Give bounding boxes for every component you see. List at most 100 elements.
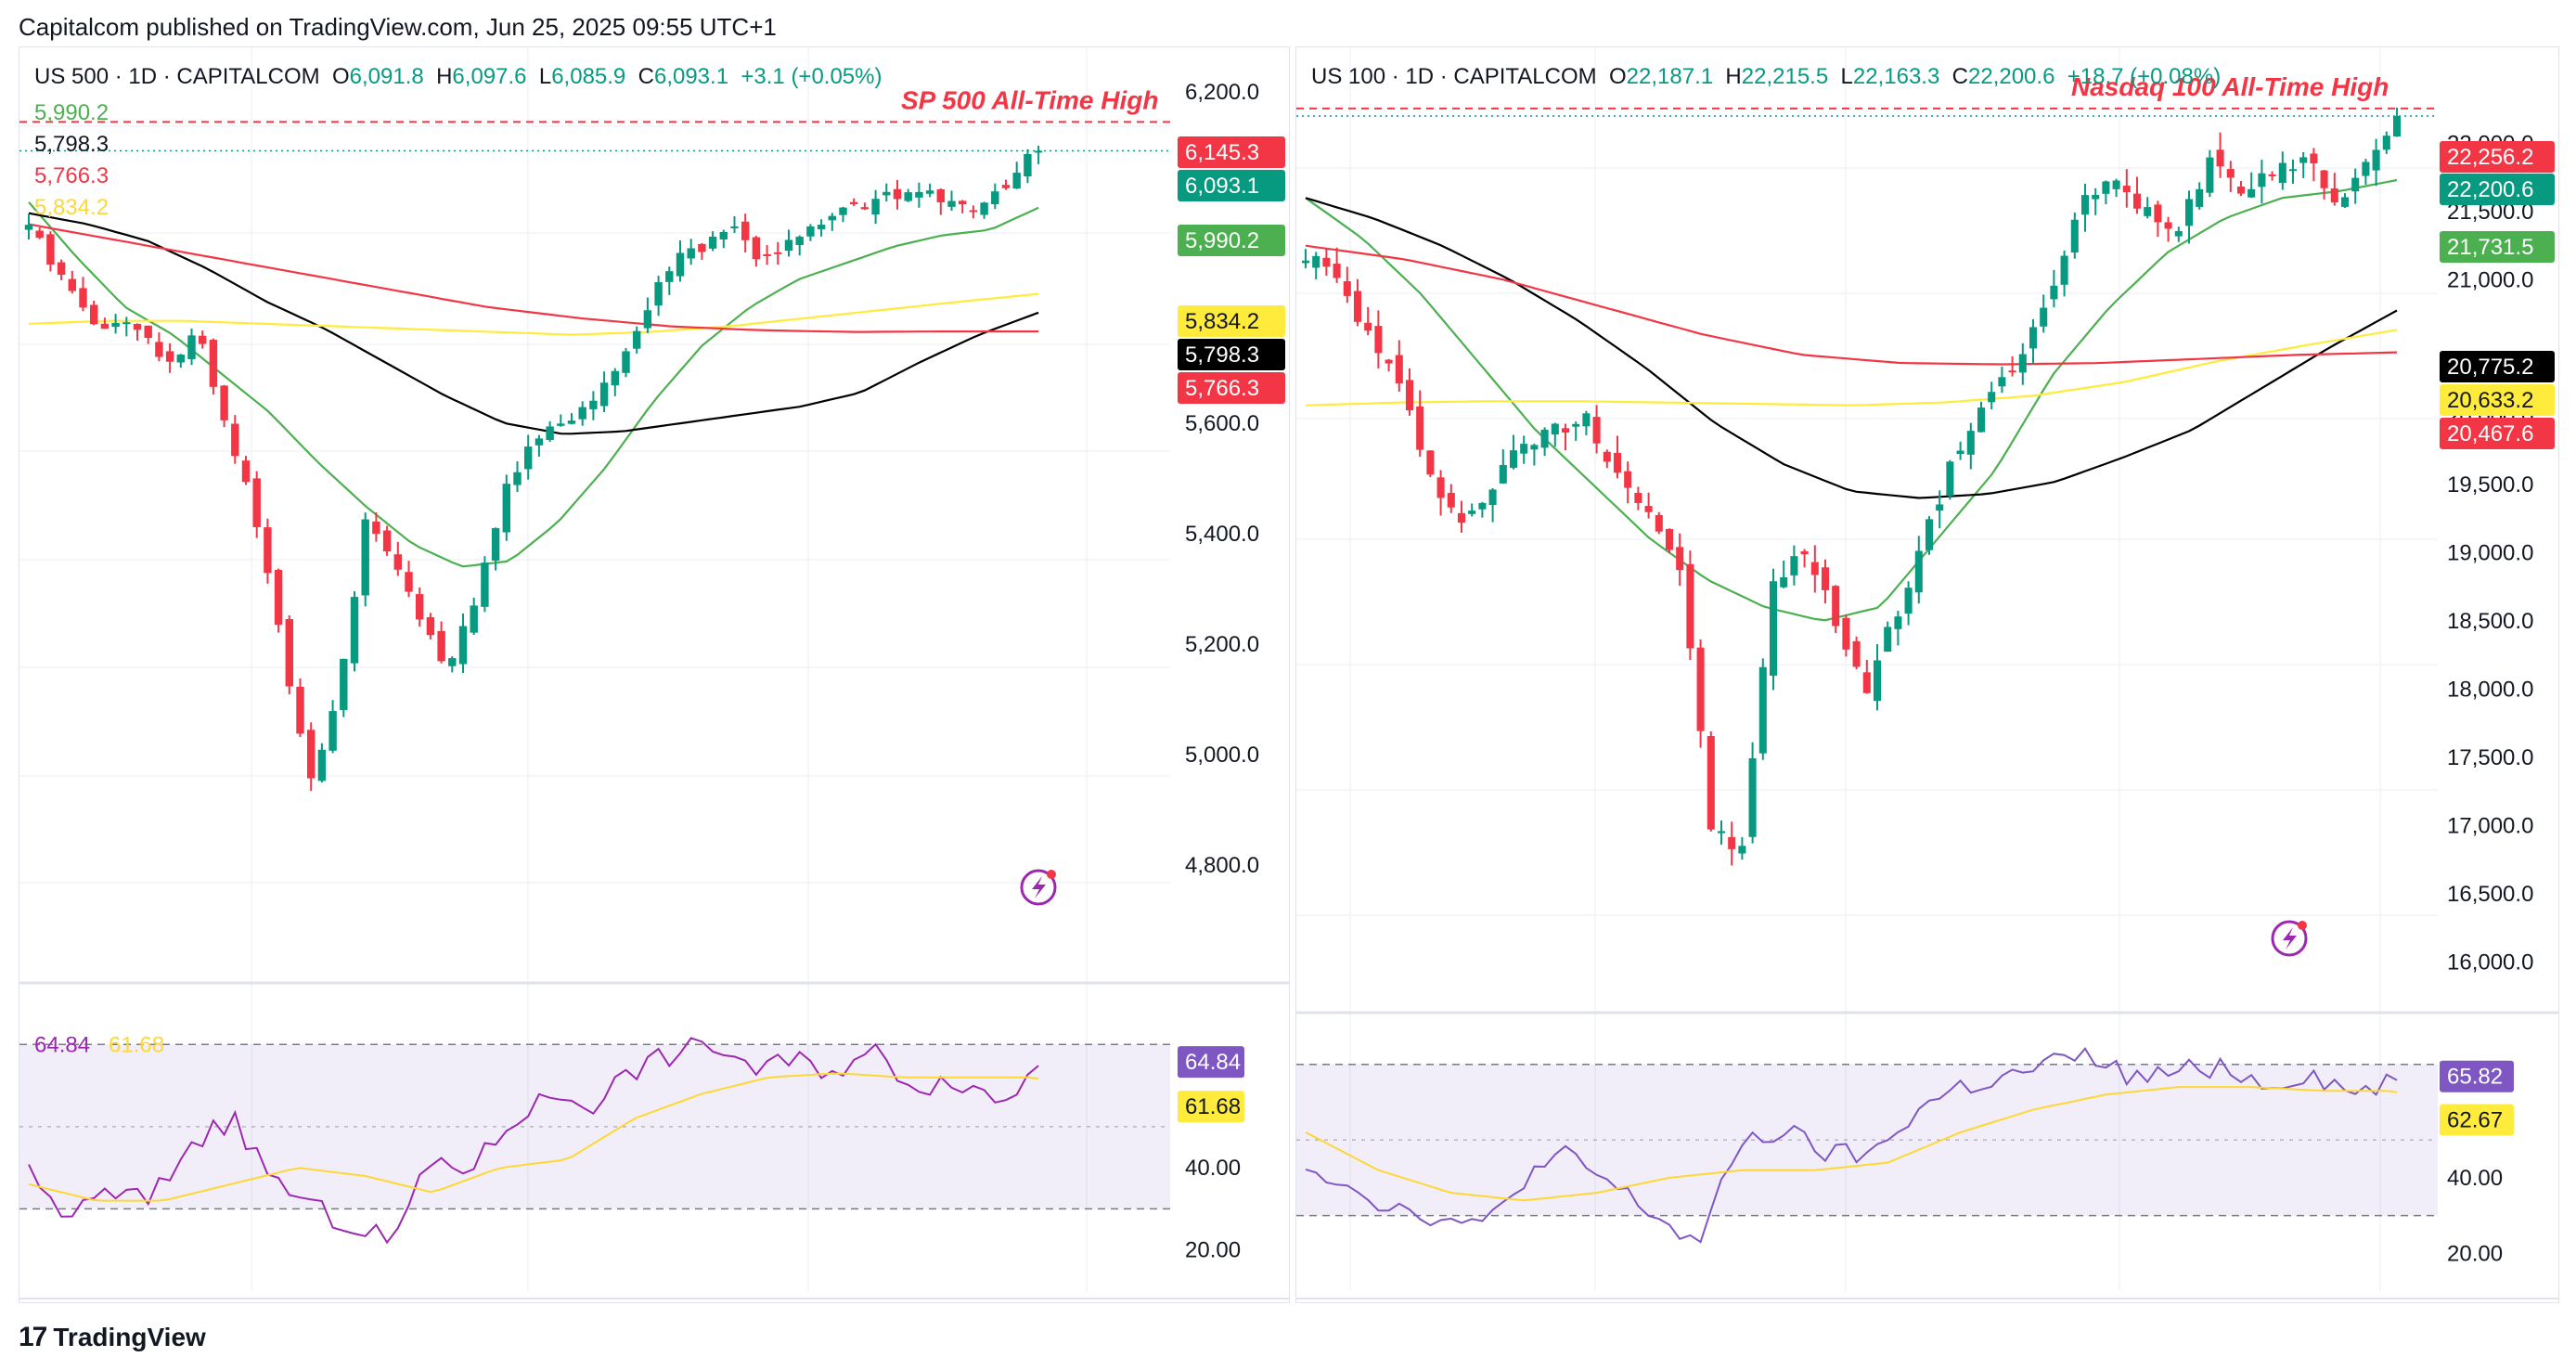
- legend-close: 22,200.6: [1968, 64, 2055, 89]
- candle-body: [687, 248, 695, 259]
- candle-body: [2029, 327, 2038, 349]
- candle-body: [2154, 204, 2162, 223]
- price-label-bg: [2440, 141, 2555, 173]
- candle-body: [165, 351, 174, 362]
- rsi-price-label: 65.82: [2447, 1065, 2503, 1090]
- candle-body: [860, 207, 869, 210]
- candle-body: [1385, 359, 1393, 364]
- candle-body: [1353, 291, 1362, 322]
- candle-body: [458, 626, 468, 665]
- candle-body: [839, 207, 847, 215]
- candle-body: [1322, 257, 1331, 267]
- candle-body: [1873, 660, 1882, 702]
- candle-body: [2320, 170, 2328, 188]
- rsi-label-bg: [1178, 1046, 1244, 1079]
- candle-body: [361, 519, 369, 596]
- candle-body: [1374, 326, 1383, 354]
- candle-body: [1644, 506, 1653, 512]
- candle-body: [1468, 511, 1476, 514]
- ma-value-label: 5,798.3: [34, 132, 109, 157]
- legend-symbol: US 100 · 1D · CAPITALCOM: [1311, 64, 1597, 89]
- candle-body: [1634, 492, 1642, 503]
- candle-body: [2362, 162, 2370, 176]
- candle-body: [1343, 281, 1351, 296]
- candle-body: [611, 370, 620, 386]
- candle-body: [2070, 219, 2079, 252]
- price-label-bg: [1178, 372, 1285, 404]
- candle-body: [947, 200, 956, 207]
- candle-body: [46, 234, 55, 265]
- candle-body: [1301, 260, 1310, 264]
- sp500-chart-panel[interactable]: 6,200.0 5,600.0 5,400.0 5,200.0 5,000.0 4,800…: [19, 46, 1290, 1303]
- y-tick-label: 6,200.0: [1185, 80, 1259, 105]
- candle-body: [1364, 322, 1372, 331]
- candle-body: [198, 335, 207, 344]
- candle-body: [991, 191, 999, 205]
- candle-body: [57, 262, 66, 276]
- notification-dot: [1047, 870, 1056, 879]
- candle-body: [2278, 162, 2286, 183]
- candle-body: [24, 225, 33, 230]
- legend-open: 6,091.8: [349, 64, 424, 89]
- nas100-chart-svg[interactable]: 22,000.021,500.021,000.020,000.019,500.0…: [1296, 47, 2558, 1302]
- rsi-band: [1296, 1064, 2438, 1216]
- legend-high: 22,215.5: [1741, 64, 1829, 89]
- ath-annotation: SP 500 All-Time High: [901, 85, 1158, 114]
- candle-body: [969, 210, 978, 213]
- nas100-chart-panel[interactable]: 22,000.021,500.021,000.020,000.019,500.0…: [1295, 46, 2559, 1303]
- sma200-line: [1305, 244, 2398, 366]
- candle-body: [35, 230, 44, 239]
- candle-body: [405, 572, 413, 592]
- candle-body: [2164, 222, 2172, 229]
- candle-body: [1758, 666, 1767, 754]
- price-label-bg: [2440, 351, 2555, 382]
- candle-body: [1738, 846, 1746, 854]
- price-label: 6,145.3: [1185, 140, 1259, 165]
- y-tick-label: 19,500.0: [2447, 472, 2533, 498]
- rsi-ma-line: [1305, 1086, 2398, 1202]
- price-label-bg: [1178, 305, 1285, 337]
- candle-body: [904, 192, 912, 201]
- candle-body: [1426, 450, 1435, 475]
- y-tick-label: 18,500.0: [2447, 609, 2533, 634]
- rsi-tick-label: 40.00: [1185, 1156, 1241, 1181]
- sp500-chart-svg[interactable]: 6,200.0 5,600.0 5,400.0 5,200.0 5,000.0 4,800…: [19, 47, 1289, 1302]
- candle-body: [1717, 831, 1726, 834]
- candle-body: [654, 282, 663, 306]
- candle-body: [1686, 563, 1694, 649]
- candle-body: [1780, 576, 1788, 588]
- candle-body: [89, 304, 98, 325]
- candle-body: [285, 619, 294, 687]
- candle-body: [1624, 471, 1632, 488]
- candle-body: [2102, 181, 2110, 194]
- candle-body: [741, 221, 750, 240]
- tradingview-footer[interactable]: 17 TradingView: [19, 1322, 206, 1353]
- sma50-line: [28, 212, 1039, 435]
- candle-body: [882, 191, 891, 196]
- y-tick-label: 5,400.0: [1185, 522, 1259, 547]
- candle-body: [523, 446, 533, 470]
- rsi-ma-value-text: 61.68: [109, 1032, 164, 1057]
- candle-body: [599, 382, 609, 407]
- legend-change: +18.7 (+0.08%): [2067, 64, 2222, 89]
- candle-body: [546, 426, 554, 440]
- price-label: 5,834.2: [1185, 309, 1259, 334]
- candle-body: [328, 711, 337, 751]
- candle-body: [1416, 406, 1424, 450]
- candle-body: [231, 423, 239, 457]
- candle-body: [806, 226, 815, 237]
- candle-body: [1810, 562, 1819, 575]
- candle-body: [122, 322, 131, 325]
- candle-body: [2288, 169, 2298, 172]
- candle-body: [958, 200, 967, 205]
- price-label: 22,256.2: [2447, 145, 2533, 170]
- candle-body: [2008, 370, 2016, 373]
- price-label-bg: [1178, 136, 1285, 168]
- candle-body: [382, 530, 392, 552]
- candle-body: [752, 237, 761, 260]
- candle-body: [578, 407, 586, 420]
- candle-body: [1540, 429, 1549, 448]
- candle-body: [481, 562, 489, 607]
- price-label-bg: [2440, 384, 2555, 416]
- legend-change: +3.1 (+0.05%): [741, 64, 882, 89]
